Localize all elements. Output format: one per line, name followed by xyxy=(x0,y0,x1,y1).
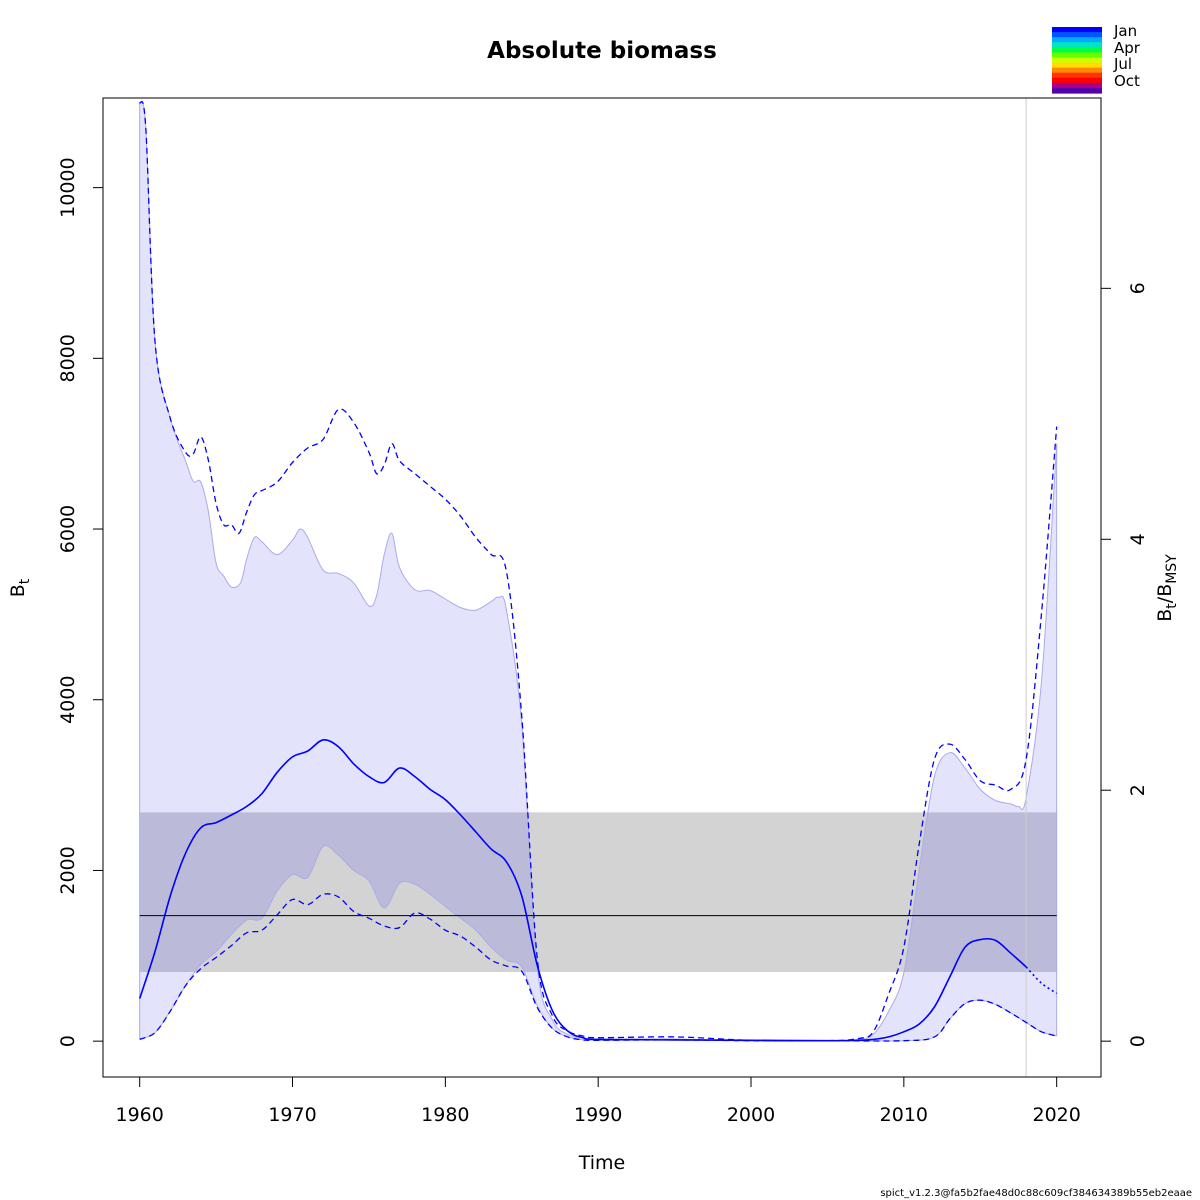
chart-title: Absolute biomass xyxy=(487,38,717,64)
y2-axis-label-sub2: MSY xyxy=(1164,554,1180,584)
lower-ci-line xyxy=(139,893,1057,1042)
ci-band-upper-edge xyxy=(139,101,1058,1042)
biomass-forecast-line xyxy=(1025,966,1058,995)
y2-axis: 0 2 4 6 xyxy=(1100,282,1149,1047)
x-tick-label: 1980 xyxy=(421,1104,469,1126)
y2-axis-label-main: B xyxy=(1154,609,1176,622)
y-tick-label: 6000 xyxy=(57,505,79,553)
version-footer: spict_v1.2.3@fa5b2fae48d0c88c609cf384634… xyxy=(880,1188,1192,1199)
y2-tick-label: 6 xyxy=(1127,282,1149,294)
y-tick-label: 4000 xyxy=(57,676,79,724)
legend-swatch xyxy=(1052,62,1102,69)
x-axis: 1960 1970 1980 1990 2000 2010 2020 xyxy=(116,1076,1081,1126)
y-tick-label: 2000 xyxy=(57,846,79,894)
y2-tick-label: 2 xyxy=(1127,784,1149,796)
x-tick-label: 2020 xyxy=(1032,1104,1080,1126)
month-color-legend xyxy=(1052,27,1102,94)
legend-swatch xyxy=(1052,27,1102,33)
x-axis-label: Time xyxy=(578,1152,626,1174)
legend-label-oct: Oct xyxy=(1114,72,1140,90)
y2-axis-label-sub1: t xyxy=(1164,603,1180,609)
legend-swatch xyxy=(1052,87,1102,94)
legend-swatch xyxy=(1052,42,1102,48)
y2-tick-label: 4 xyxy=(1127,533,1149,545)
upper-ci-line xyxy=(139,101,1058,1042)
x-tick-label: 1990 xyxy=(574,1104,622,1126)
biomass-ci-band xyxy=(139,101,1057,1042)
y-tick-label: 8000 xyxy=(57,334,79,382)
y-tick-label: 10000 xyxy=(57,157,79,217)
y-axis-label-main: B xyxy=(7,584,29,597)
legend-swatch xyxy=(1052,47,1102,53)
legend-swatch xyxy=(1052,72,1102,79)
legend-label-apr: Apr xyxy=(1114,39,1141,57)
legend-label-jan: Jan xyxy=(1113,22,1137,40)
y2-axis-label-mid: /B xyxy=(1154,584,1176,603)
y-tick-label: 0 xyxy=(57,1035,79,1047)
plot-layers xyxy=(138,98,1058,1077)
legend-swatch xyxy=(1052,82,1102,89)
x-tick-label: 1970 xyxy=(268,1104,316,1126)
x-tick-label: 2010 xyxy=(880,1104,928,1126)
y-axis-label: Bt xyxy=(7,578,33,597)
legend-swatch xyxy=(1052,57,1102,64)
x-tick-label: 1960 xyxy=(116,1104,164,1126)
legend-swatch xyxy=(1052,32,1102,38)
y-axis-label-sub: t xyxy=(17,578,33,584)
x-tick-label: 2000 xyxy=(727,1104,775,1126)
legend-label-jul: Jul xyxy=(1113,55,1132,73)
legend-swatch xyxy=(1052,37,1102,43)
legend-swatch xyxy=(1052,77,1102,84)
y2-tick-label: 0 xyxy=(1127,1035,1149,1047)
biomass-estimate-line xyxy=(138,738,1027,1042)
legend-swatch xyxy=(1052,67,1102,74)
y2-axis-label: Bt/BMSY xyxy=(1154,554,1180,622)
y-axis: 0 2000 4000 6000 8000 10000 xyxy=(57,157,104,1047)
legend-swatch xyxy=(1052,52,1102,59)
